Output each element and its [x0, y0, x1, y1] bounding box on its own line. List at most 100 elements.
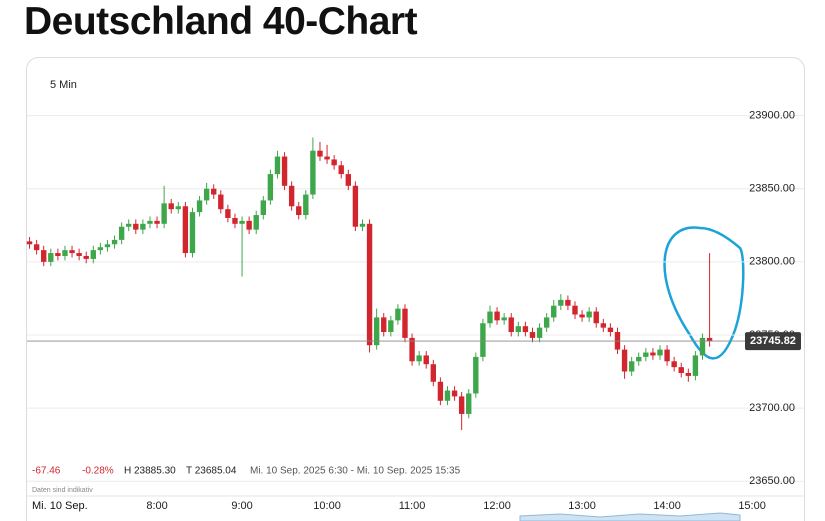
x-tick-label: 8:00 — [146, 500, 167, 512]
candle-body — [83, 255, 89, 259]
candle-body — [373, 317, 380, 346]
candle-body — [671, 361, 677, 368]
page-title: Deutschland 40-Chart — [24, 0, 418, 43]
candle-body — [310, 150, 316, 195]
candle-body — [274, 156, 281, 175]
candle-body — [572, 305, 578, 315]
candle-body — [239, 220, 245, 224]
candle-body — [388, 320, 394, 333]
candle-body — [260, 200, 266, 216]
candle-body — [543, 317, 550, 328]
candle-body — [579, 314, 585, 318]
candle-body — [607, 327, 614, 333]
candle-body — [664, 349, 670, 362]
date-label: Mi. 10 Sep. — [32, 500, 88, 512]
candle-body — [359, 223, 366, 227]
y-tick-label: 23850.00 — [749, 183, 795, 195]
x-tick-label: 11:00 — [399, 500, 426, 512]
candle-body — [487, 311, 493, 324]
candle-body — [55, 253, 61, 256]
y-tick-label: 23700.00 — [749, 402, 795, 414]
candle-body — [699, 337, 706, 356]
candle-body — [678, 367, 684, 373]
y-tick-label: 23900.00 — [749, 109, 795, 121]
candle-body — [522, 326, 529, 333]
candle-body — [182, 206, 189, 254]
x-tick-label: 15:00 — [738, 500, 766, 512]
candle-body — [296, 206, 302, 216]
candle-body — [253, 215, 259, 230]
x-tick-label: 13:00 — [568, 500, 596, 512]
last-price-label: 23745.82 — [750, 335, 796, 347]
stat-low: T 23685.04 — [186, 466, 237, 477]
candle-body — [33, 244, 40, 251]
candle-body — [366, 223, 373, 346]
candle-body — [458, 396, 465, 414]
candle-body — [246, 220, 252, 230]
candle-body — [175, 206, 181, 210]
candle-body — [345, 174, 352, 186]
candle-body — [501, 317, 507, 321]
y-tick-label: 23650.00 — [749, 475, 795, 487]
candle-body — [267, 174, 274, 201]
candle-body — [593, 311, 599, 324]
candle-body — [636, 356, 642, 362]
candle-body — [451, 390, 458, 397]
navigator-area — [519, 512, 741, 521]
y-tick-label: 23800.00 — [749, 256, 795, 268]
candle-body — [529, 332, 536, 338]
candle-body — [126, 223, 132, 227]
candle-body — [26, 241, 33, 245]
candle-body — [558, 299, 564, 306]
stat-range: Mi. 10 Sep. 2025 6:30 - Mi. 10 Sep. 2025… — [250, 466, 461, 477]
candle-body — [168, 203, 174, 210]
candle-body — [48, 253, 54, 262]
candle-body — [657, 349, 663, 356]
candle-body — [685, 372, 692, 376]
candle-body — [76, 253, 82, 256]
candle-body — [381, 317, 387, 333]
data-note: Daten sind indikativ — [32, 487, 93, 494]
candle-body — [133, 223, 139, 230]
stat-change-pct: -0.28% — [82, 466, 114, 477]
candle-body — [317, 150, 323, 157]
chart-card — [26, 57, 805, 521]
candle-body — [352, 185, 359, 227]
interval-label: 5 Min — [50, 79, 77, 91]
candle-body — [41, 250, 47, 262]
candle-body — [586, 311, 592, 318]
candle-body — [409, 337, 415, 362]
candle-body — [189, 212, 196, 254]
x-tick-label: 10:00 — [313, 500, 341, 512]
candle-body — [154, 220, 160, 224]
annotation-circle — [663, 226, 745, 360]
x-tick-label: 12:00 — [483, 500, 511, 512]
candle-body — [416, 355, 422, 362]
candle-body — [551, 305, 557, 318]
candle-body — [402, 308, 408, 338]
candle-body — [196, 200, 203, 213]
candle-body — [104, 244, 111, 248]
candle-body — [281, 156, 288, 186]
candle-body — [161, 203, 167, 224]
candle-body — [211, 188, 217, 195]
candle-body — [515, 326, 522, 333]
candle-body — [706, 337, 713, 342]
candle-body — [494, 311, 500, 321]
candle-body — [232, 217, 238, 224]
candle-body — [600, 323, 607, 328]
candle-body — [69, 250, 75, 254]
candle-body — [444, 390, 451, 401]
candle-body — [621, 349, 628, 372]
candle-body — [218, 194, 224, 210]
candle-body — [338, 165, 344, 175]
candle-body — [303, 194, 309, 216]
candle-body — [643, 352, 649, 357]
candle-body — [97, 247, 104, 251]
candle-body — [466, 393, 472, 414]
stat-high: H 23885.30 — [124, 466, 176, 477]
candle-body — [90, 250, 96, 259]
candle-body — [118, 226, 125, 240]
